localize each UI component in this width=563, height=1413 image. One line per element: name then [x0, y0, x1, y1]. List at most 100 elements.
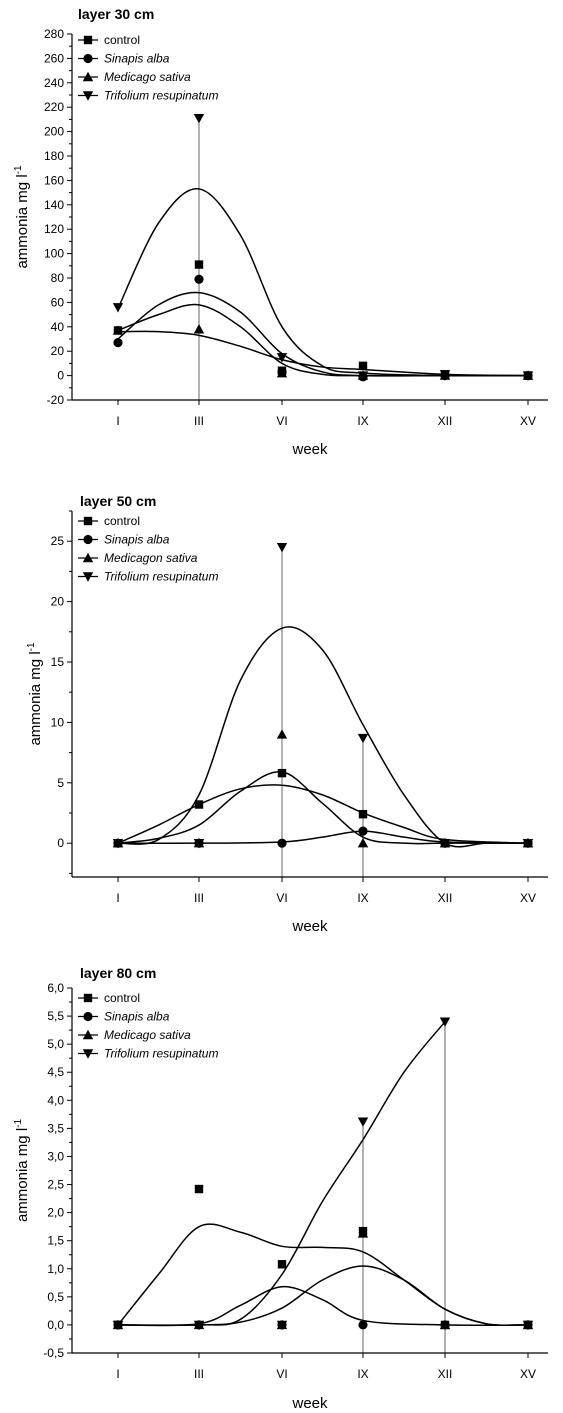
- legend-marker: [83, 534, 93, 545]
- legend-label: control: [104, 33, 140, 47]
- legend-label: Medicago sativa: [104, 70, 191, 84]
- x-tick-label: VI: [276, 414, 287, 428]
- y-tick-label: 3,0: [47, 1149, 64, 1163]
- data-point-series-2: [358, 826, 368, 836]
- y-tick-label: 5,0: [47, 1037, 64, 1051]
- x-tick-label: I: [116, 414, 119, 428]
- x-tick-label: XII: [438, 1367, 453, 1381]
- data-point-series-4: [357, 1117, 369, 1127]
- legend-marker: [82, 1049, 94, 1059]
- data-point-series-1: [194, 1184, 204, 1194]
- y-tick-label: 3,5: [47, 1121, 64, 1135]
- data-point-series-4: [193, 838, 205, 849]
- y-tick-label: 60: [51, 295, 65, 309]
- data-point-series-4: [276, 1320, 288, 1331]
- legend-marker: [82, 1029, 94, 1040]
- legend-marker: [82, 71, 94, 82]
- data-point-series-4: [439, 370, 451, 380]
- x-tick-label: IX: [357, 891, 368, 905]
- data-point-series-3: [112, 325, 124, 335]
- data-point-series-4: [439, 838, 451, 849]
- x-axis-label: week: [291, 1395, 328, 1412]
- data-point-series-4: [276, 353, 288, 363]
- legend-marker: [82, 91, 94, 101]
- legend-label: Trifolium resupinatum: [104, 89, 218, 103]
- x-tick-label: III: [194, 891, 204, 905]
- x-tick-label: XV: [520, 1367, 536, 1381]
- y-tick-label: 20: [51, 595, 65, 609]
- legend-marker: [83, 1011, 93, 1022]
- y-tick-label: 140: [44, 198, 64, 212]
- y-tick-label: 4,0: [47, 1093, 64, 1107]
- legend-label: Sinapis alba: [104, 52, 170, 66]
- legend-marker: [83, 993, 93, 1003]
- y-axis-label: ammonia mg l-1: [13, 165, 31, 269]
- x-tick-label: VI: [276, 1367, 287, 1381]
- data-point-series-1: [358, 361, 368, 371]
- data-point-series-3: [276, 729, 288, 739]
- y-tick-label: 160: [44, 173, 64, 187]
- x-tick-label: IX: [357, 1367, 368, 1381]
- y-tick-label: 200: [44, 125, 64, 139]
- y-tick-label: 10: [51, 715, 65, 729]
- y-tick-label: 0: [57, 836, 64, 850]
- data-point-series-4: [522, 1320, 534, 1331]
- data-point-series-4: [357, 371, 369, 381]
- y-tick-label: 5,5: [47, 1009, 64, 1023]
- y-tick-label: 1,5: [47, 1234, 64, 1248]
- x-tick-label: III: [194, 1367, 204, 1381]
- y-tick-label: 20: [51, 344, 65, 358]
- legend-label: Medicago sativa: [104, 1028, 191, 1042]
- data-point-series-4: [522, 371, 534, 381]
- legend-marker: [83, 53, 93, 64]
- data-point-series-3: [357, 1228, 369, 1238]
- y-axis-label: ammonia mg l-1: [13, 1119, 31, 1223]
- x-tick-label: VI: [276, 891, 287, 905]
- series-curve-1: [117, 1223, 529, 1327]
- y-tick-label: 220: [44, 100, 64, 114]
- y-tick-label: 120: [44, 222, 64, 236]
- y-tick-label: -0,5: [43, 1346, 64, 1360]
- legend-label: control: [104, 514, 140, 528]
- data-point-series-2: [358, 1320, 368, 1330]
- data-point-series-4: [193, 113, 205, 124]
- x-tick-label: III: [194, 414, 204, 428]
- chart-panel-3: -0,5 0,0 0,5 1,0 1,5 2,0 2,5 3,0 3,5 4,0 4,5 5,0 5,5…: [13, 965, 548, 1412]
- data-point-series-4: [112, 838, 124, 849]
- x-axis-label: week: [291, 918, 328, 935]
- y-tick-label: 4,5: [47, 1065, 64, 1079]
- data-point-series-4: [357, 733, 369, 744]
- x-tick-label: IX: [357, 414, 368, 428]
- y-tick-label: 240: [44, 76, 64, 90]
- x-tick-label: I: [116, 891, 119, 905]
- legend-marker: [83, 35, 93, 45]
- data-point-series-4: [276, 543, 288, 553]
- legend-marker: [82, 572, 94, 582]
- legend-label: Sinapis alba: [104, 533, 170, 547]
- y-tick-label: 180: [44, 149, 64, 163]
- y-tick-label: 0: [57, 369, 64, 383]
- data-point-series-1: [194, 260, 204, 269]
- data-point-series-4: [522, 838, 534, 849]
- series-curve-3: [117, 330, 529, 377]
- y-tick-label: 5: [57, 776, 64, 790]
- y-tick-label: 100: [44, 247, 64, 261]
- chart-title: layer 80 cm: [80, 965, 156, 981]
- y-tick-label: 6,0: [47, 981, 64, 995]
- data-point-series-1: [194, 800, 204, 809]
- chart-panel-1: -20 0 20 40 60 80 100 120 140 160 180 200 220 240 260 2…: [13, 6, 548, 458]
- data-point-series-2: [113, 338, 123, 348]
- data-point-series-3: [439, 1319, 451, 1330]
- legend-marker: [82, 552, 94, 563]
- x-tick-label: XV: [520, 891, 536, 905]
- data-point-series-1: [277, 768, 287, 778]
- y-tick-label: 15: [51, 655, 65, 669]
- legend-marker: [83, 516, 93, 526]
- series-curve-2: [117, 291, 528, 377]
- data-point-series-3: [276, 367, 288, 378]
- y-axis-label: ammonia mg l-1: [26, 642, 44, 746]
- data-point-series-2: [277, 838, 287, 848]
- chart-title: layer 50 cm: [80, 493, 156, 509]
